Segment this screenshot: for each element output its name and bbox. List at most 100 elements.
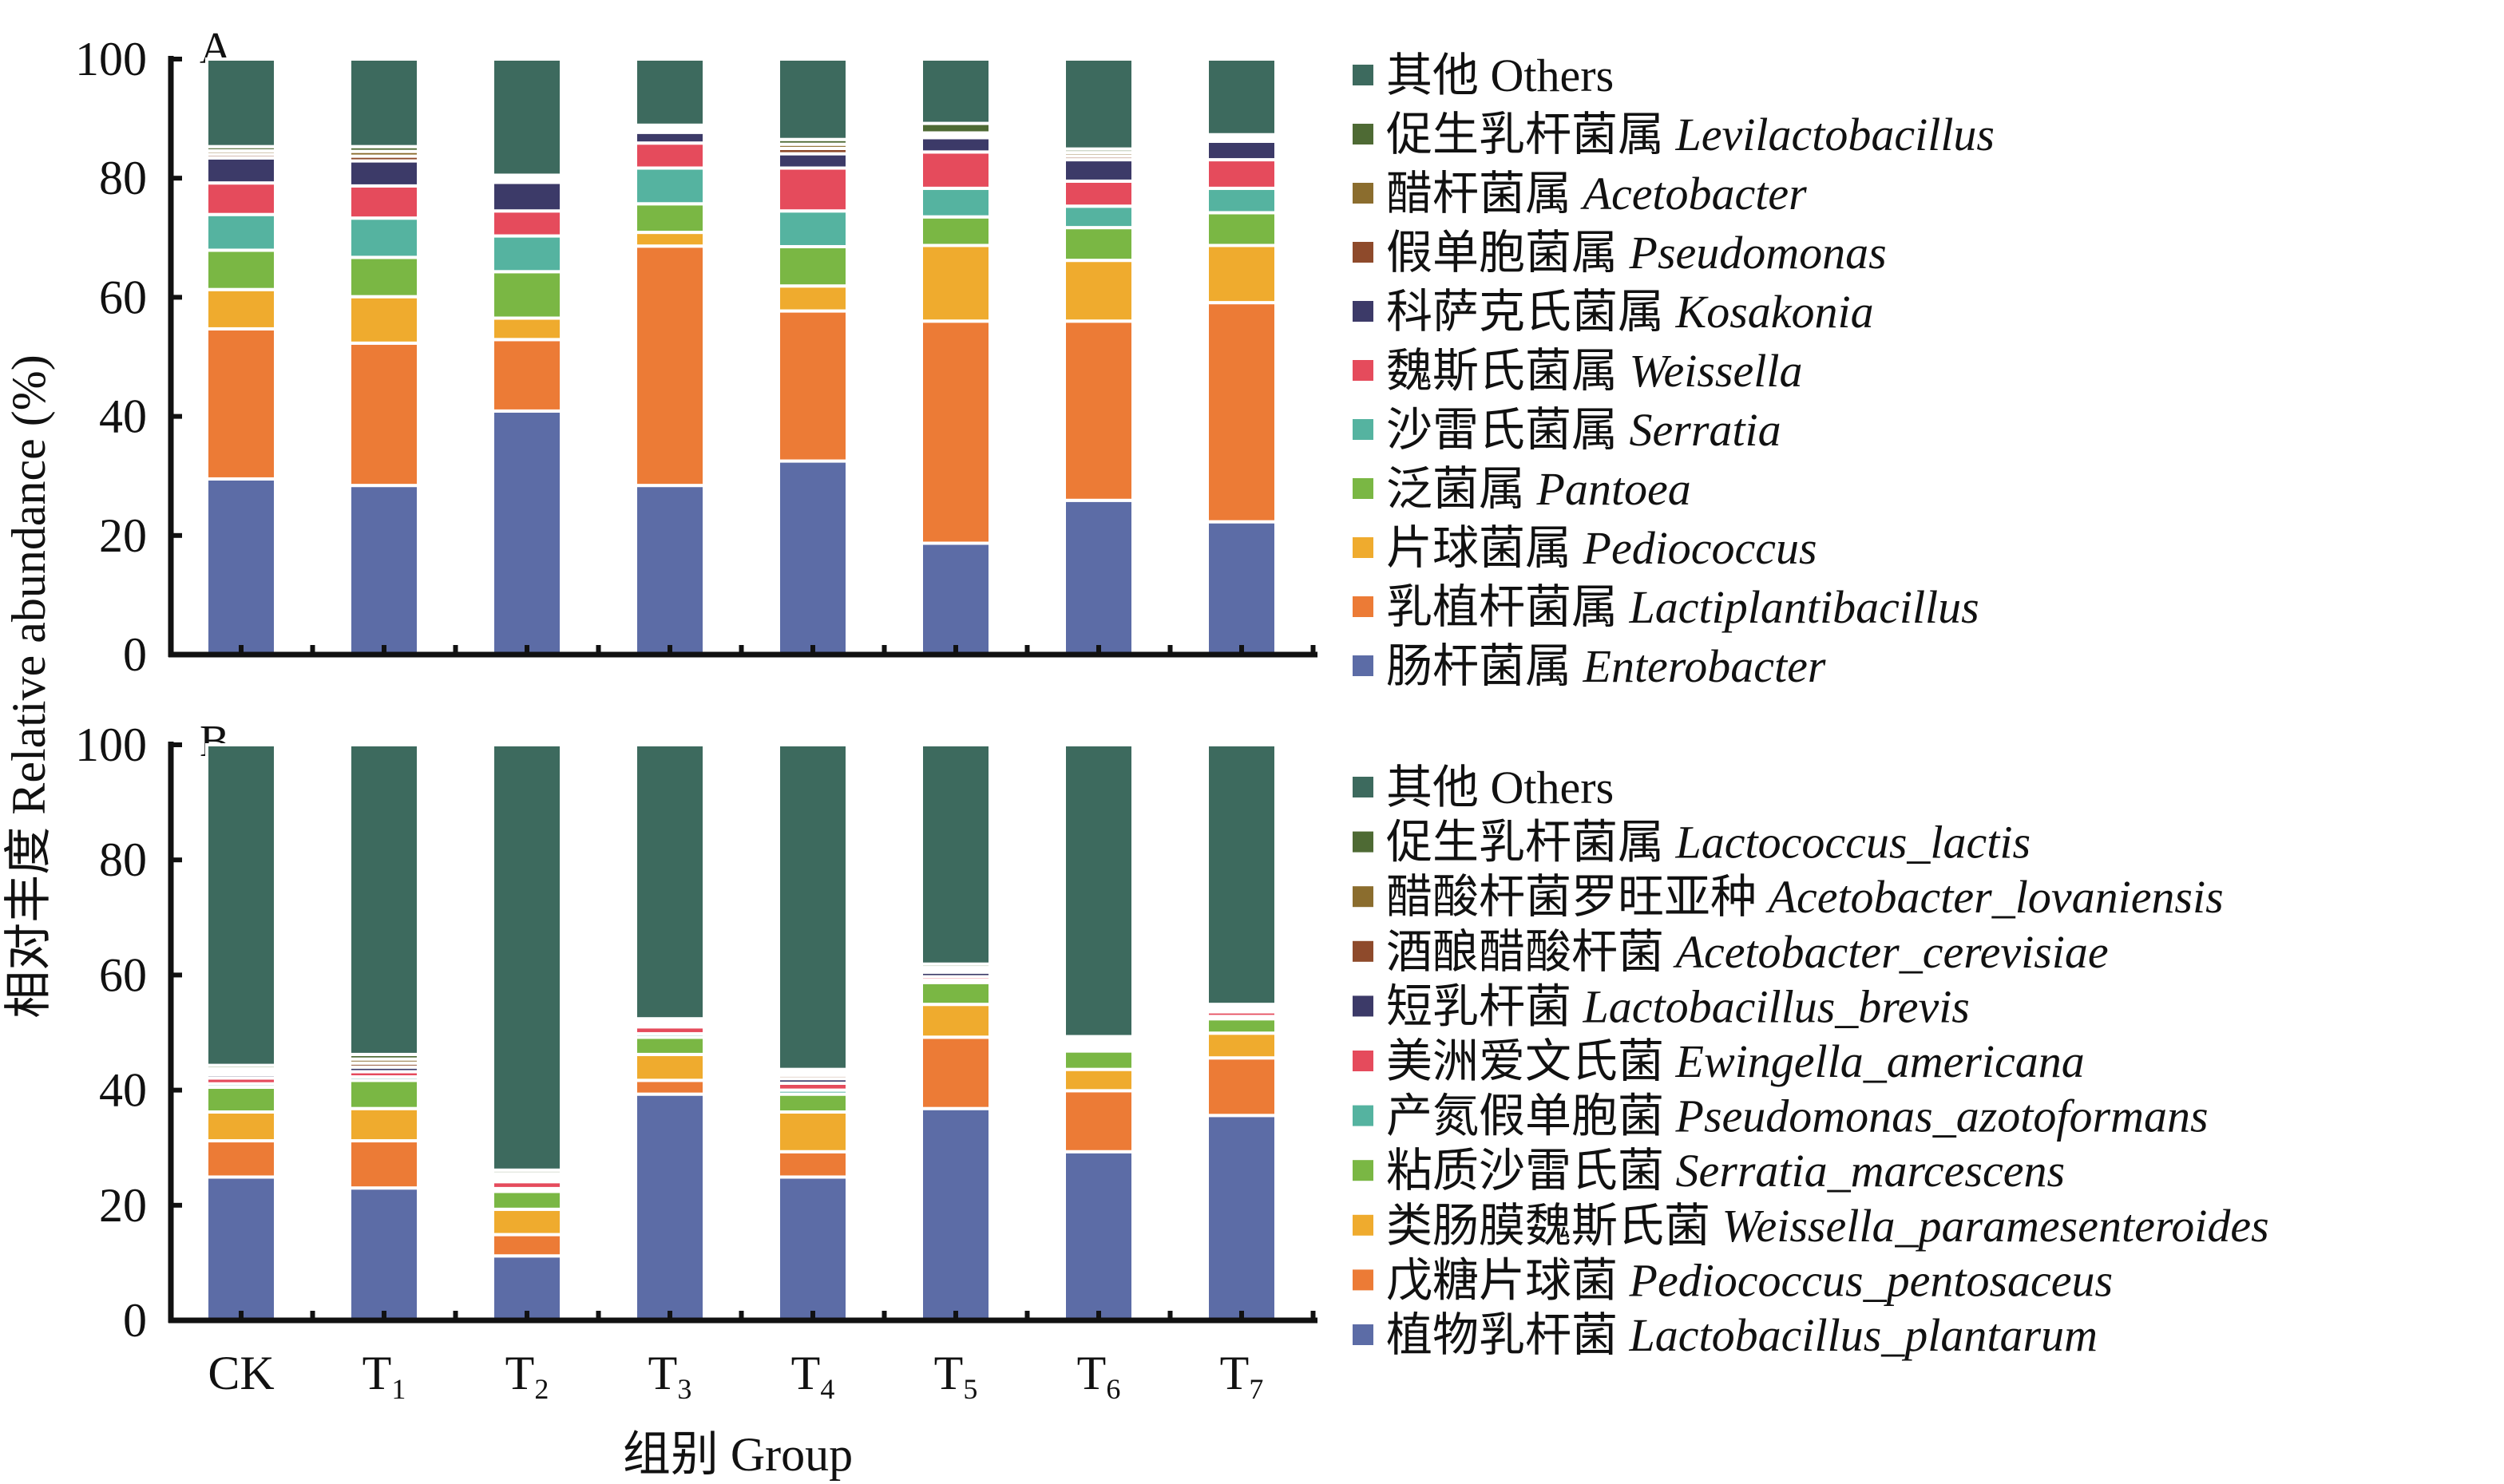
bar-segment-pediococcus [491, 316, 563, 342]
bar-segment-weissella-paramesenteroides [205, 1110, 277, 1143]
x-tick-label-main: T [934, 1347, 964, 1399]
x-tick-label-subscript: 1 [391, 1373, 406, 1405]
bar-segment-others [777, 57, 849, 141]
bar-stack-T6 [1063, 57, 1135, 657]
bar-segment-pantoea [634, 202, 706, 235]
legend-label-latin: Weissella [1630, 345, 1803, 397]
legend-swatch [1353, 1269, 1373, 1291]
bar-segment-lactiplantibacillus [777, 309, 849, 463]
bar-segment-serratia-marcescens [777, 1092, 849, 1114]
x-tick-label-subscript: 4 [820, 1373, 834, 1405]
bar-stack-T2 [491, 57, 563, 656]
legend-label-latin: Pseudomonas [1629, 227, 1887, 279]
bar-segment-enterobacter [920, 541, 992, 656]
bar-stack-CK [205, 743, 277, 1322]
legend-label-latin: Levilactobacillus [1675, 109, 1995, 160]
bar-segment-lactiplantibacillus [1063, 319, 1135, 502]
bar-segment-weissella [1206, 158, 1278, 190]
bar-stack-T5 [920, 57, 992, 656]
legend-item: 促生乳杆菌属 Lactococcus_lactis [1353, 817, 2031, 869]
legend-label: 泛菌属 Pantoea [1386, 463, 1691, 515]
bar-segment-serratia-marcescens [491, 1189, 563, 1211]
legend-label-latin: Lactobacillus_plantarum [1629, 1309, 2098, 1361]
legend-item: 沙雷氏菌属 Serratia [1353, 404, 1781, 456]
bar-stack-T7 [1206, 743, 1278, 1322]
legend-swatch [1353, 1160, 1373, 1181]
y-tick-label: 60 [99, 271, 147, 323]
legend-label: 粘质沙雷氏菌 Serratia_marcescens [1386, 1145, 2065, 1197]
bar-segment-pediococcus [920, 243, 992, 323]
bar-segment-pediococcus-pentosaceus [205, 1139, 277, 1179]
y-tick-label: 80 [99, 833, 147, 886]
bar-segment-pediococcus-pentosaceus [920, 1035, 992, 1110]
bar-segment-pantoea [491, 270, 563, 320]
bar-segment-lactobacillus-plantarum [634, 1092, 706, 1322]
legend-label-latin: Weissella_paramesenteroides [1722, 1200, 2269, 1252]
legend-label: 醋杆菌属 Acetobacter [1386, 168, 1807, 220]
legend-label-cn: 醋酸杆菌罗旺亚种 [1386, 871, 1769, 923]
legend-label: 戊糖片球菌 Pediococcus_pentosaceus [1386, 1254, 2113, 1306]
legend-label-cn: 美洲爱文氏菌 [1386, 1035, 1676, 1087]
bar-segment-enterobacter [348, 484, 420, 656]
bar-segment-weissella [491, 209, 563, 238]
legend-item: 戊糖片球菌 Pediococcus_pentosaceus [1353, 1254, 2113, 1306]
legend-item: 产氮假单胞菌 Pseudomonas_azotoformans [1353, 1090, 2209, 1142]
legend-label-cn: 酒酿醋酸杆菌 [1386, 926, 1676, 978]
bar-segment-pediococcus [205, 287, 277, 330]
x-tick-label-subscript: 2 [534, 1373, 549, 1405]
bar-segment-lactobacillus-plantarum [348, 1186, 420, 1323]
legend-item: 泛菌属 Pantoea [1353, 463, 1691, 515]
legend-label-latin: Lactobacillus_brevis [1583, 980, 1970, 1032]
legend-label-cn: 戊糖片球菌 [1386, 1254, 1630, 1306]
bar-segment-serratia-marcescens [920, 980, 992, 1007]
bar-segment-pantoea [348, 255, 420, 299]
bar-segment-enterobacter [634, 484, 706, 656]
legend-label-latin: Pediococcus_pentosaceus [1629, 1254, 2114, 1306]
legend-label: 假单胞菌属 Pseudomonas [1386, 227, 1887, 279]
legend-label-cn: 沙雷氏菌属 [1386, 404, 1630, 456]
legend-label-latin: Enterobacter [1583, 640, 1826, 692]
x-tick-label: T5 [934, 1347, 978, 1405]
legend-label-cn: 植物乳杆菌 [1386, 1309, 1630, 1361]
bar-segment-weissella-paramesenteroides [491, 1207, 563, 1237]
y-tick-label: 60 [99, 948, 147, 1001]
bar-segment-others [491, 743, 563, 1172]
x-tick-labels: CK T1 T2 T3 T4 T5 T6 T7 [208, 1347, 1263, 1405]
bar-segment-pediococcus [634, 231, 706, 248]
x-tick-label: T3 [648, 1347, 692, 1405]
legend: 其他 Others 促生乳杆菌属 Levilactobacillus 醋杆菌属 Ac… [1353, 49, 1995, 692]
legend-label-cn: 肠杆菌属 [1386, 640, 1583, 692]
bar-stack-T3 [634, 57, 706, 656]
bar-segment-weissella [1063, 179, 1135, 208]
bar-stack-T3 [634, 743, 706, 1322]
legend-label-cn: 假单胞菌属 [1386, 227, 1630, 279]
bar-segment-lactobacillus-plantarum [205, 1175, 277, 1322]
legend-item: 粘质沙雷氏菌 Serratia_marcescens [1353, 1145, 2065, 1197]
bar-segment-enterobacter [491, 409, 563, 656]
bar-segment-lactobacillus-plantarum [1206, 1114, 1278, 1322]
legend-label: 醋酸杆菌罗旺亚种 Acetobacter_lovaniensis [1386, 871, 2224, 923]
bar-stack-T1 [348, 57, 420, 656]
x-tick-label-main: CK [208, 1347, 274, 1399]
y-tick-label: 100 [75, 33, 147, 85]
y-tick-label: 0 [123, 1294, 147, 1347]
legend-swatch [1353, 65, 1373, 85]
legend-label-latin: Serratia [1630, 404, 1781, 456]
legend-swatch [1353, 419, 1373, 440]
bar-segment-weissella-paramesenteroides [634, 1052, 706, 1082]
legend-swatch [1353, 1051, 1373, 1071]
bar-segment-lactobacillus-plantarum [920, 1106, 992, 1322]
bar-segment-pantoea [205, 248, 277, 291]
legend-label-latin: Pantoea [1536, 463, 1691, 515]
y-tick-label: 20 [99, 1179, 147, 1232]
x-tick-label-main: T [505, 1347, 535, 1399]
bar-segment-kosakonia [348, 159, 420, 188]
legend-item: 美洲爱文氏菌 Ewingella_americana [1353, 1035, 2085, 1087]
legend-item: 魏斯氏菌属 Weissella [1353, 345, 1802, 397]
bar-segment-pediococcus-pentosaceus [491, 1233, 563, 1258]
legend-label: 魏斯氏菌属 Weissella [1386, 345, 1802, 397]
legend-label: 片球菌属 Pediococcus [1386, 522, 1817, 574]
